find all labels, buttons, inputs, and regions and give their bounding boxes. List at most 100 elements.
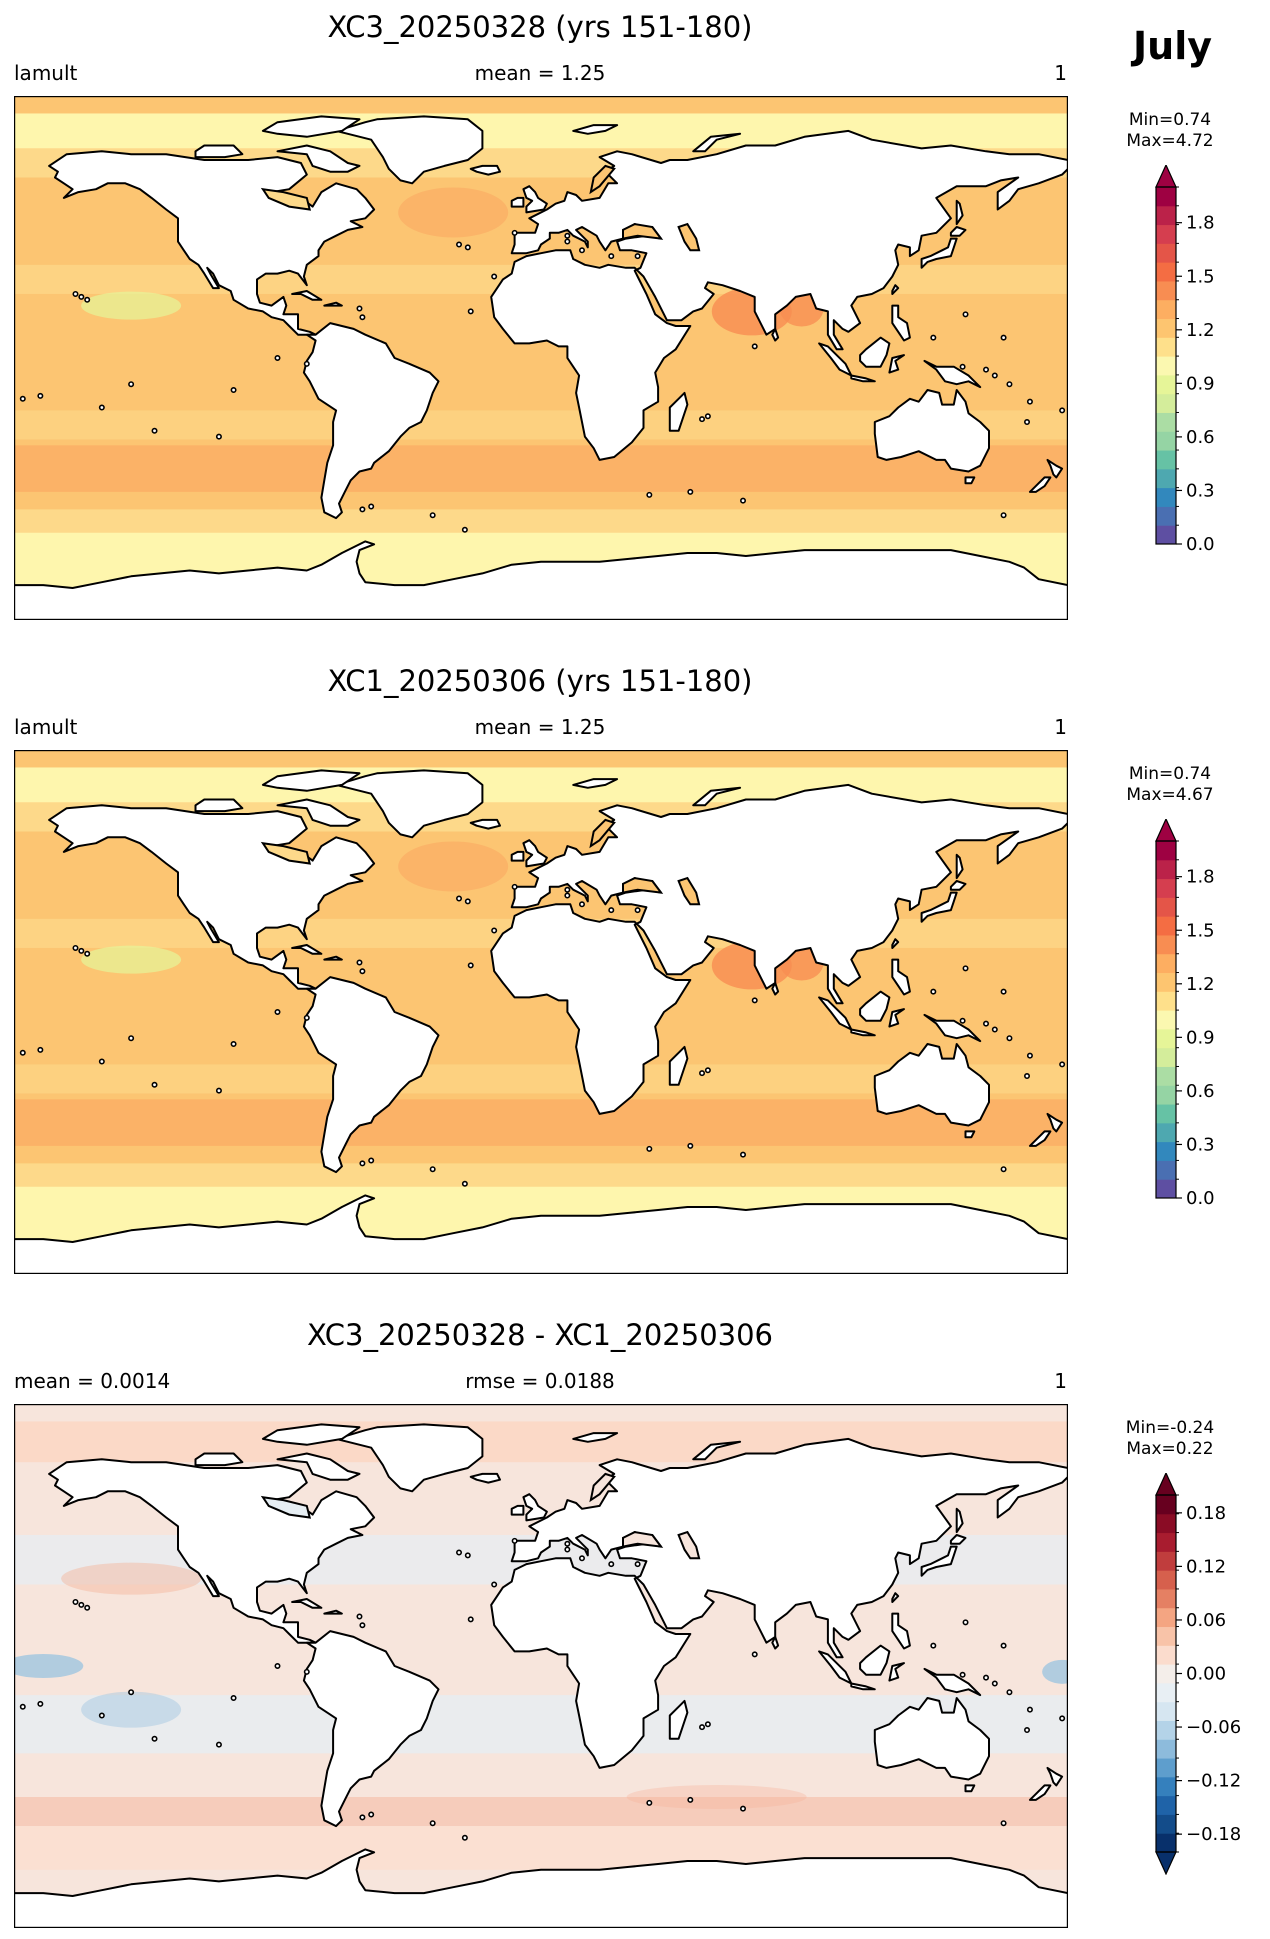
sakhalin-landmass [955, 853, 964, 880]
hispaniola-landmass [323, 1609, 343, 1615]
black-sea [622, 223, 664, 240]
land-group [14, 115, 1068, 620]
caspian-sea [677, 222, 701, 252]
colorbar-segment-13 [1156, 280, 1176, 301]
small-island-11 [19, 395, 26, 402]
small-island-15 [1000, 1642, 1007, 1649]
panel-2-max-label: Max=4.67 [1126, 785, 1214, 805]
small-island-1 [84, 1604, 91, 1611]
ellesmere-landmass [261, 769, 361, 792]
small-island-22 [578, 247, 585, 254]
tasmania-landmass [964, 1130, 976, 1139]
japan-landmass [920, 237, 958, 269]
small-island-42 [128, 381, 135, 388]
colorbar-segment-7 [1156, 1047, 1176, 1067]
ireland-landmass [510, 196, 525, 208]
baltic-sea [589, 164, 616, 195]
new-guinea-landmass [923, 359, 982, 389]
small-island-15 [1000, 334, 1007, 341]
java-landmass [850, 1682, 876, 1691]
novaya-zemlya-landmass [692, 786, 742, 807]
small-island-1 [84, 296, 91, 303]
colorbar-tick-label-3: 0.9 [1186, 373, 1215, 394]
small-island-19 [511, 1537, 518, 1544]
colorbar-tick-label-4: 1.2 [1186, 974, 1215, 995]
small-island-38 [303, 360, 310, 367]
philippines-landmass [891, 1612, 911, 1650]
colorbar-segment-0 [1156, 1179, 1176, 1199]
colorbar-segment-16 [1156, 1532, 1176, 1552]
colorbar-segment-6 [1156, 1720, 1176, 1740]
sri-lanka-landmass [771, 327, 780, 342]
panel-2-variable-label: lamult [14, 715, 78, 739]
cuba-landmass [291, 1598, 323, 1609]
small-island-13 [962, 311, 969, 318]
small-island-6 [699, 416, 706, 423]
colorbar-frame [1155, 840, 1177, 1199]
small-island-3 [359, 314, 366, 321]
small-island-39 [274, 1662, 281, 1669]
iceland-landmass [469, 818, 501, 830]
ireland-landmass [510, 1504, 525, 1516]
small-island-12 [98, 1712, 105, 1719]
sulawesi-landmass [888, 1662, 905, 1682]
japan-landmass [920, 1545, 958, 1577]
colorbar-segment-2 [1156, 1795, 1176, 1815]
panel-1-min-label: Min=0.74 [1128, 110, 1212, 130]
small-island-18 [467, 308, 474, 315]
madagascar-landmass [668, 1699, 689, 1740]
panel-3-title: XC3_20250328 - XC1_20250306 [306, 1318, 774, 1352]
colorbar-segment-0 [1156, 525, 1176, 545]
colorbar-segment-6 [1156, 1066, 1176, 1086]
small-island-20 [564, 238, 571, 245]
colorbar-segment-4 [1156, 1758, 1176, 1778]
baltic-sea [589, 1472, 616, 1503]
panel-3-mean-label: mean = 0.0014 [14, 1369, 171, 1393]
small-island-3 [359, 1622, 366, 1629]
small-island-2 [72, 944, 79, 951]
small-island-26 [983, 1674, 990, 1681]
small-island-8 [751, 343, 758, 350]
small-island-9 [1024, 1727, 1031, 1734]
south-america-landmass [302, 1630, 440, 1828]
novaya-zemlya-landmass [692, 132, 742, 153]
small-island-35 [687, 488, 694, 495]
colorbar-segment-17 [1156, 1513, 1176, 1534]
colorbar-segment-9 [1156, 1010, 1176, 1030]
panel-3-min-label: Min=-0.24 [1125, 1418, 1215, 1438]
small-island-1 [84, 950, 91, 957]
japan-landmass [920, 891, 958, 923]
small-island-23 [608, 253, 615, 260]
colorbar-segment-15 [1156, 243, 1176, 263]
small-island-25 [959, 1671, 966, 1678]
map-frame [14, 750, 1068, 1274]
great-britain-landmass [522, 185, 548, 214]
south-america-landmass [302, 322, 440, 520]
panel-3-max-label: Max=0.22 [1126, 1439, 1214, 1459]
small-island-32 [429, 1820, 436, 1827]
panel-3-colorbar: −0.18 −0.12 −0.06 0.00 0.06 0.12 0.18 [1155, 1473, 1241, 1875]
tasmania-landmass [964, 1784, 976, 1793]
colorbar-segment-12 [1156, 953, 1176, 974]
north-pacific-positive [61, 1562, 202, 1595]
panel-1-title: XC3_20250328 (yrs 151-180) [327, 10, 753, 44]
hudson-bay [260, 841, 312, 865]
sri-lanka-landmass [771, 981, 780, 996]
small-island-36 [646, 491, 653, 498]
panel-3-map [14, 1404, 1068, 1928]
ellesmere-landmass [261, 115, 361, 138]
small-island-41 [151, 1735, 158, 1742]
colorbar-extend-max [1155, 1473, 1177, 1496]
small-island-33 [461, 1180, 468, 1187]
colorbar-segment-10 [1156, 337, 1176, 357]
victoria-island-landmass [194, 1452, 244, 1467]
taiwan-landmass [891, 284, 900, 295]
small-island-24 [634, 253, 641, 260]
tasmania-landmass [964, 476, 976, 485]
sakhalin-landmass [955, 199, 964, 226]
small-island-28 [1006, 1035, 1013, 1042]
eurasia-africa-landmass [490, 1437, 1068, 1769]
small-island-26 [983, 1020, 990, 1027]
small-island-7 [704, 1721, 711, 1728]
colorbar-tick-label-5: 1.5 [1186, 920, 1215, 941]
